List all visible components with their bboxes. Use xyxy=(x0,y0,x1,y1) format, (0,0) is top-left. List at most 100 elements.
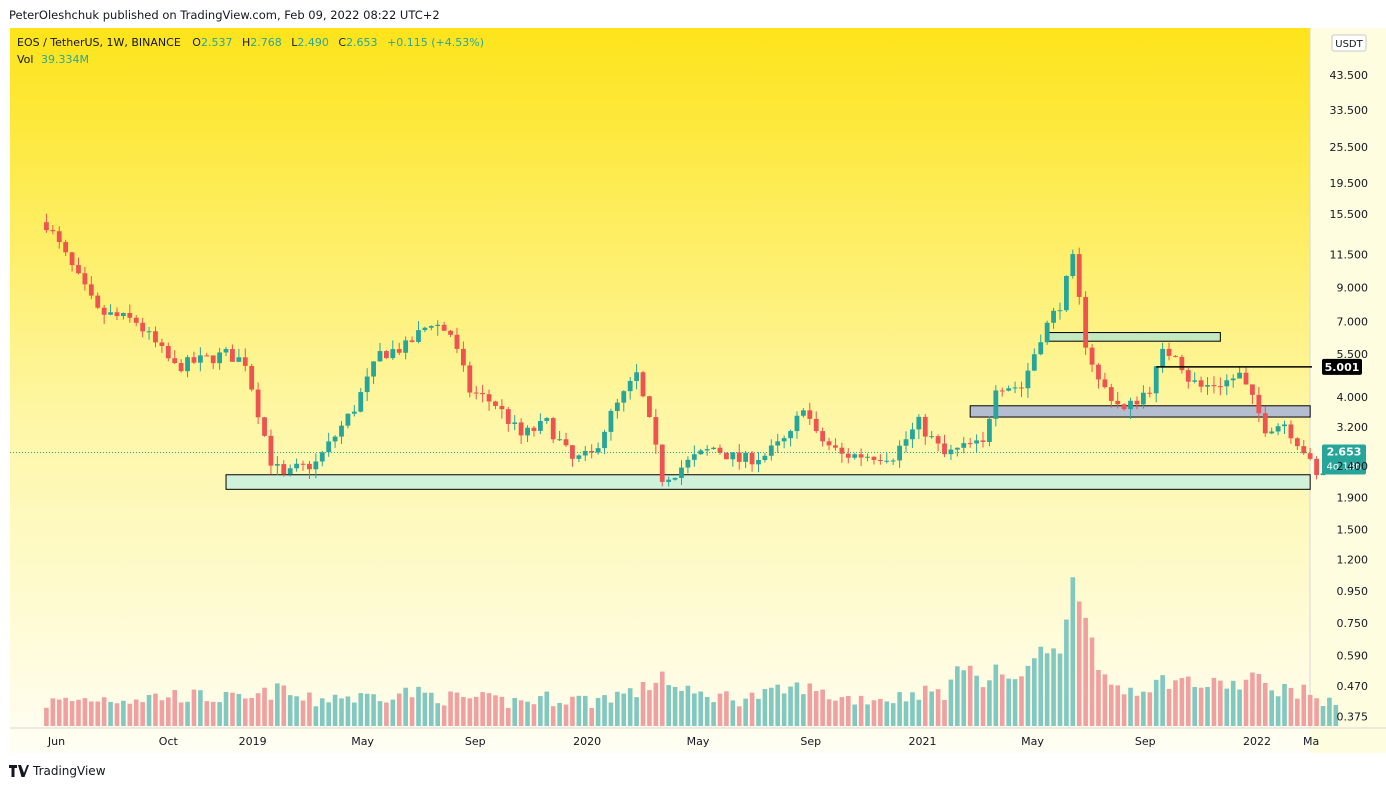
candle-body xyxy=(1250,384,1255,395)
candle-body xyxy=(313,461,319,470)
candle-body xyxy=(332,436,338,442)
volume-bar xyxy=(63,697,68,726)
candle-body xyxy=(505,409,511,424)
y-tick-label: 3.200 xyxy=(1337,421,1369,434)
candle-body xyxy=(820,431,826,442)
candle-body xyxy=(679,467,684,478)
candle-body xyxy=(897,445,903,461)
volume-bar xyxy=(268,699,274,726)
candle-body xyxy=(82,273,88,285)
chart-area[interactable]: 5.001 2.653 4d 18h 43.500 33.500 25.500 19.50… xyxy=(10,28,1386,753)
volume-bar xyxy=(582,695,588,726)
candle-body xyxy=(627,380,633,392)
candles-layer xyxy=(44,213,1339,487)
candle-body xyxy=(903,439,909,446)
candle-body xyxy=(499,405,505,410)
zone-box xyxy=(969,405,1311,418)
candle-body xyxy=(486,394,492,402)
candle-body xyxy=(518,422,524,436)
volume-bar xyxy=(679,690,684,726)
y-tick-label: 4.000 xyxy=(1337,391,1369,404)
candle-body xyxy=(1038,342,1044,355)
volume-bar xyxy=(704,696,710,726)
price-axis[interactable]: 43.500 33.500 25.500 19.500 15.500 11.500 9.00… xyxy=(1330,69,1369,724)
volume-bar xyxy=(339,698,344,726)
volume-bar xyxy=(871,700,877,726)
volume-bar xyxy=(172,690,178,726)
zones-layer xyxy=(225,332,1311,490)
candle-body xyxy=(948,449,954,455)
volume-bar xyxy=(512,697,518,726)
volume-bar xyxy=(230,692,235,726)
volume-bar xyxy=(1224,688,1230,726)
candle-body xyxy=(95,295,101,308)
legend-low-label: L xyxy=(291,36,298,49)
volume-bar xyxy=(198,690,203,726)
last-price-tag xyxy=(1322,444,1366,475)
volume-bar xyxy=(788,686,793,726)
line-price-tag xyxy=(1322,358,1362,375)
candle-body xyxy=(1057,310,1063,312)
candle-body xyxy=(1019,387,1024,389)
volume-bar xyxy=(422,692,428,726)
x-tick-label: 2022 xyxy=(1243,735,1271,748)
candle-body xyxy=(172,358,178,364)
currency-badge[interactable]: USDT xyxy=(1335,39,1363,50)
volume-bar xyxy=(589,708,594,726)
volume-bar xyxy=(1211,677,1217,726)
time-axis[interactable]: Jun Oct 2019 May Sep 2020 May Sep 2021 May Sep 2022… xyxy=(47,735,1319,748)
candle-body xyxy=(537,420,543,431)
volume-bar xyxy=(396,693,402,726)
candle-body xyxy=(1025,370,1031,389)
volume-bar xyxy=(967,665,973,726)
volume-bar xyxy=(903,701,909,726)
candle-body xyxy=(448,330,453,335)
candle-body xyxy=(435,324,441,327)
volume-bar xyxy=(505,707,511,726)
candle-body xyxy=(133,317,139,323)
candle-body xyxy=(653,417,659,445)
candle-body xyxy=(390,349,396,359)
candle-body xyxy=(852,454,858,458)
candle-body xyxy=(544,418,550,421)
candle-body xyxy=(775,441,781,446)
svg-text:Vol 39.334M: Vol 39.334M xyxy=(17,53,89,66)
x-tick-label: Oct xyxy=(159,735,179,748)
price-chart[interactable]: 5.001 2.653 4d 18h 43.500 33.500 25.500 19.50… xyxy=(10,28,1386,753)
x-tick-label: Ma xyxy=(1303,735,1319,748)
candle-body xyxy=(1294,438,1300,447)
candle-body xyxy=(717,447,723,453)
candle-body xyxy=(493,401,498,406)
zone-box xyxy=(1046,332,1221,342)
candle-body xyxy=(185,357,190,372)
volume-bar xyxy=(1198,687,1204,726)
candle-body xyxy=(576,455,582,459)
footer-brand: TradingView xyxy=(33,764,106,778)
candle-body xyxy=(1198,380,1204,387)
volume-bar xyxy=(839,697,845,726)
y-tick-label: 33.500 xyxy=(1330,104,1369,117)
candle-body xyxy=(1006,388,1012,391)
candle-body xyxy=(403,340,409,353)
volume-bar xyxy=(1333,705,1339,726)
volume-bar xyxy=(999,674,1005,726)
volume-bar xyxy=(223,691,229,726)
candle-body xyxy=(262,417,267,436)
candle-body xyxy=(1128,400,1133,410)
volume-bar xyxy=(307,692,312,726)
candle-body xyxy=(88,284,94,296)
x-tick-label: Sep xyxy=(800,735,821,748)
candle-body xyxy=(961,443,967,448)
overlay-layer: 5.001 2.653 4d 18h xyxy=(10,358,1366,475)
candle-body xyxy=(884,460,890,462)
footer[interactable]: TradingView xyxy=(9,764,106,778)
volume-bar xyxy=(146,694,152,726)
volume-bar xyxy=(653,682,659,726)
legend-open-value: 2.537 xyxy=(201,36,233,49)
x-tick-label: Jun xyxy=(47,735,65,748)
volume-bar xyxy=(114,703,120,726)
candle-body xyxy=(1051,310,1056,323)
candle-body xyxy=(935,436,941,444)
legend-open-label: O xyxy=(192,36,201,49)
volume-bar xyxy=(987,680,992,726)
